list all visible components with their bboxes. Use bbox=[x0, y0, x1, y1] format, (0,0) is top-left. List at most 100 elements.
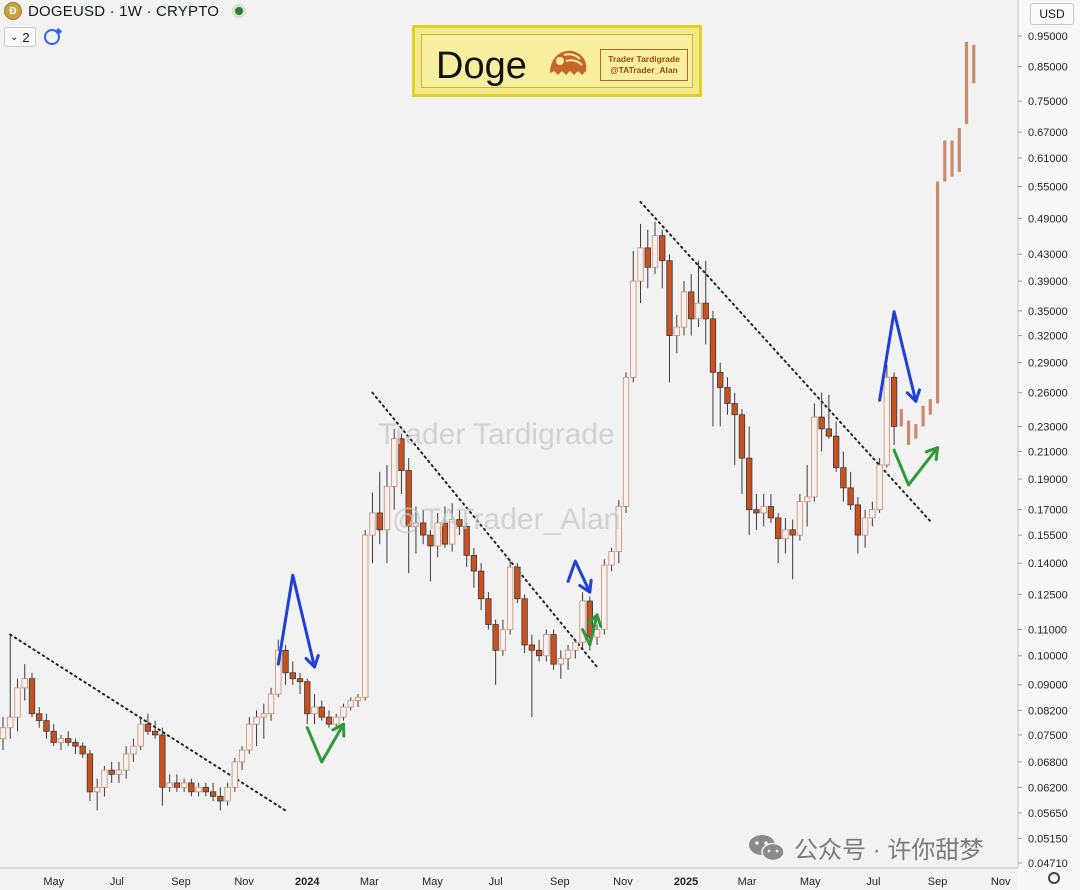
candle[interactable] bbox=[383, 464, 391, 564]
candle[interactable] bbox=[579, 592, 586, 648]
candle[interactable] bbox=[253, 710, 260, 747]
candle[interactable] bbox=[499, 619, 507, 656]
candle[interactable] bbox=[644, 229, 651, 289]
candle[interactable] bbox=[717, 362, 724, 427]
candle[interactable] bbox=[557, 650, 564, 679]
candle[interactable] bbox=[535, 639, 543, 662]
candle[interactable] bbox=[832, 421, 840, 472]
symbol-header[interactable]: Ð DOGEUSD · 1W · CRYPTO bbox=[4, 2, 244, 20]
candle[interactable] bbox=[746, 426, 753, 536]
candle[interactable] bbox=[572, 639, 579, 659]
layers-toggle-button[interactable]: ⌄ 2 bbox=[4, 27, 36, 47]
candle[interactable] bbox=[456, 509, 463, 536]
candle[interactable] bbox=[65, 731, 72, 747]
candle[interactable] bbox=[753, 493, 760, 530]
candle[interactable] bbox=[144, 713, 152, 735]
candle[interactable] bbox=[767, 493, 775, 523]
candle[interactable] bbox=[506, 559, 514, 635]
candle[interactable] bbox=[289, 661, 296, 685]
candle[interactable] bbox=[318, 700, 325, 721]
candle[interactable] bbox=[876, 458, 883, 513]
candle[interactable] bbox=[514, 563, 521, 604]
candle[interactable] bbox=[108, 761, 115, 783]
candle[interactable] bbox=[362, 529, 369, 701]
candle[interactable] bbox=[333, 713, 340, 728]
candle[interactable] bbox=[818, 392, 825, 452]
candle[interactable] bbox=[463, 522, 470, 568]
candle[interactable] bbox=[391, 428, 398, 510]
candle[interactable] bbox=[666, 254, 673, 383]
candle[interactable] bbox=[659, 229, 666, 289]
candle[interactable] bbox=[782, 517, 789, 554]
candle[interactable] bbox=[311, 694, 318, 725]
candle[interactable] bbox=[296, 672, 304, 695]
candle[interactable] bbox=[376, 471, 383, 545]
candle[interactable] bbox=[738, 409, 746, 494]
candle[interactable] bbox=[825, 394, 833, 439]
candle[interactable] bbox=[804, 464, 811, 527]
candle[interactable] bbox=[760, 493, 767, 527]
candle[interactable] bbox=[883, 364, 890, 468]
candle[interactable] bbox=[188, 778, 195, 797]
candle[interactable] bbox=[180, 778, 188, 792]
candle[interactable] bbox=[340, 703, 347, 721]
candle[interactable] bbox=[789, 519, 796, 580]
candle[interactable] bbox=[36, 707, 43, 728]
candle[interactable] bbox=[325, 710, 333, 728]
candle[interactable] bbox=[115, 761, 123, 783]
candle[interactable] bbox=[14, 678, 21, 732]
candle[interactable] bbox=[615, 500, 622, 564]
candle[interactable] bbox=[449, 503, 456, 552]
candle[interactable] bbox=[702, 260, 709, 345]
candle[interactable] bbox=[608, 547, 615, 572]
candle[interactable] bbox=[485, 592, 492, 630]
gear-icon[interactable] bbox=[1048, 872, 1060, 884]
candle[interactable] bbox=[130, 738, 137, 762]
candle[interactable] bbox=[695, 260, 702, 328]
candle[interactable] bbox=[347, 697, 354, 711]
candle[interactable] bbox=[521, 594, 528, 654]
candle[interactable] bbox=[796, 493, 804, 541]
candle[interactable] bbox=[137, 717, 144, 751]
candle[interactable] bbox=[593, 624, 601, 645]
candle[interactable] bbox=[528, 634, 536, 718]
candle[interactable] bbox=[354, 694, 362, 708]
candle[interactable] bbox=[282, 644, 289, 685]
candle[interactable] bbox=[101, 765, 108, 797]
candle[interactable] bbox=[441, 506, 449, 548]
candle[interactable] bbox=[434, 512, 441, 558]
currency-selector[interactable]: USD bbox=[1030, 3, 1074, 25]
candle[interactable] bbox=[854, 497, 862, 554]
candle[interactable] bbox=[811, 403, 818, 502]
candle[interactable] bbox=[123, 746, 130, 779]
candle[interactable] bbox=[195, 782, 202, 797]
candle[interactable] bbox=[724, 377, 731, 415]
candle[interactable] bbox=[304, 678, 311, 725]
candle[interactable] bbox=[477, 563, 485, 611]
candle[interactable] bbox=[398, 433, 405, 494]
candle[interactable] bbox=[688, 274, 695, 336]
candle[interactable] bbox=[543, 629, 550, 662]
candle[interactable] bbox=[420, 509, 427, 545]
candle[interactable] bbox=[630, 251, 637, 383]
candle[interactable] bbox=[267, 687, 275, 721]
candle[interactable] bbox=[159, 727, 166, 806]
candle[interactable] bbox=[43, 713, 50, 739]
candle[interactable] bbox=[224, 782, 231, 806]
candle[interactable] bbox=[550, 629, 557, 670]
candle[interactable] bbox=[369, 492, 376, 564]
candle[interactable] bbox=[564, 644, 572, 670]
candle[interactable] bbox=[651, 221, 659, 275]
candle[interactable] bbox=[50, 724, 57, 747]
candle[interactable] bbox=[79, 742, 86, 758]
candle[interactable] bbox=[0, 717, 7, 751]
candle[interactable] bbox=[731, 392, 738, 465]
candle[interactable] bbox=[412, 506, 420, 554]
refresh-icon[interactable] bbox=[43, 29, 60, 45]
candle[interactable] bbox=[86, 750, 94, 801]
candle[interactable] bbox=[847, 471, 854, 510]
candle[interactable] bbox=[680, 281, 688, 336]
candle[interactable] bbox=[405, 458, 412, 574]
candle[interactable] bbox=[21, 664, 28, 701]
